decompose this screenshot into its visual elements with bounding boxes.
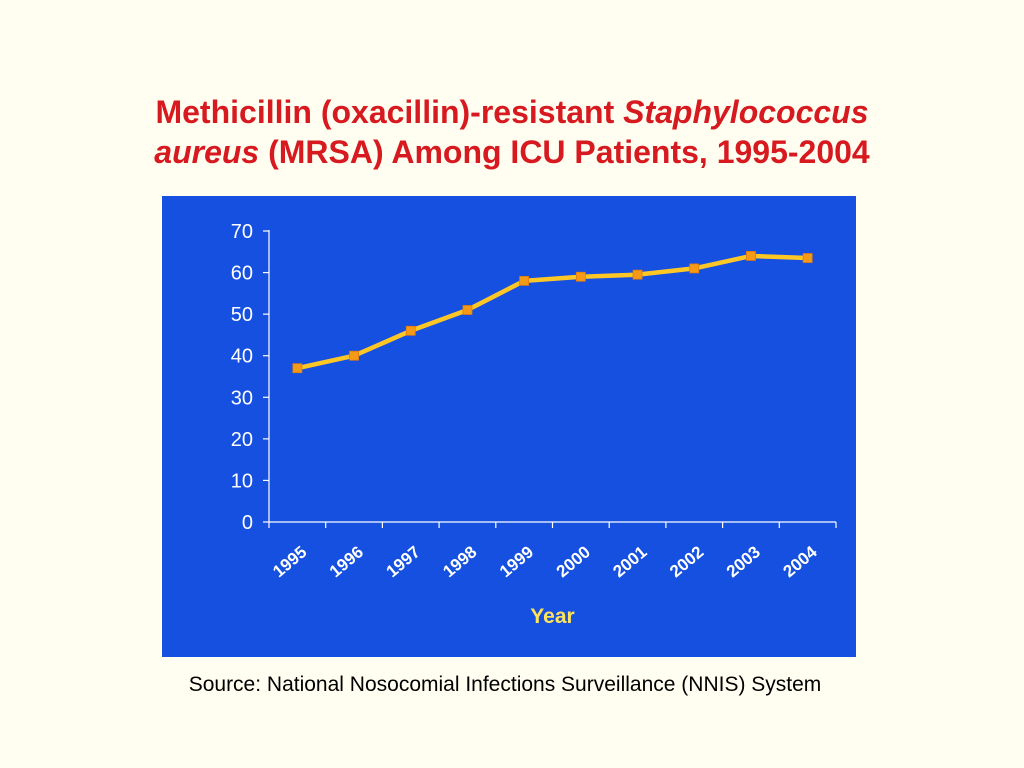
title-line-2: aureus (MRSA) Among ICU Patients, 1995-2… xyxy=(154,134,870,170)
chart-panel: 0 10 20 30 40 50 60 70 1995 1996 1997 1998 1999 2000 2… xyxy=(162,196,856,657)
x-tick-label: 1998 xyxy=(439,542,480,581)
data-point-marker xyxy=(689,263,700,274)
data-point-marker xyxy=(802,253,813,263)
x-tick-label: 1995 xyxy=(269,542,310,581)
title-italic-genus: Staphylococcus xyxy=(623,94,869,130)
data-point-marker xyxy=(349,350,359,361)
x-axis-title: Year xyxy=(530,605,574,628)
line-chart: 0 10 20 30 40 50 60 70 1995 1996 1997 1998 1999 2000 2… xyxy=(231,221,837,628)
x-tick-label: 2001 xyxy=(609,542,650,581)
x-tick-label: 2003 xyxy=(723,542,764,581)
data-point-marker xyxy=(632,269,643,280)
data-point-marker xyxy=(575,271,586,282)
x-tick-label: 1999 xyxy=(496,542,537,581)
y-tick-label: 20 xyxy=(231,429,253,451)
data-point-marker xyxy=(405,325,416,336)
y-tick-label: 60 xyxy=(231,263,253,285)
x-tick-label: 2004 xyxy=(780,542,822,581)
data-point-marker xyxy=(462,305,473,315)
y-tick-label: 70 xyxy=(231,221,253,243)
x-tick-label: 2002 xyxy=(666,542,707,581)
y-tick-label: 0 xyxy=(242,512,253,534)
y-tick-label: 40 xyxy=(231,346,253,368)
y-tick-label: 10 xyxy=(231,470,253,492)
y-tick-label: 50 xyxy=(231,304,253,326)
data-point-marker xyxy=(746,251,756,261)
source-note: Source: National Nosocomial Infections S… xyxy=(188,673,822,696)
data-point-marker xyxy=(519,275,530,286)
title-italic-species: aureus xyxy=(154,134,260,170)
data-point-marker xyxy=(292,363,303,374)
y-tick-label: 30 xyxy=(231,387,253,409)
x-tick-label: 1996 xyxy=(326,542,367,581)
series-line xyxy=(295,253,810,371)
x-tick-label: 2000 xyxy=(553,542,594,581)
chart-title: Methicillin (oxacillin)-resistant Staphy… xyxy=(0,92,1024,172)
x-tick-label: 1997 xyxy=(383,542,424,581)
title-line-1: Methicillin (oxacillin)-resistant Staphy… xyxy=(155,94,869,130)
